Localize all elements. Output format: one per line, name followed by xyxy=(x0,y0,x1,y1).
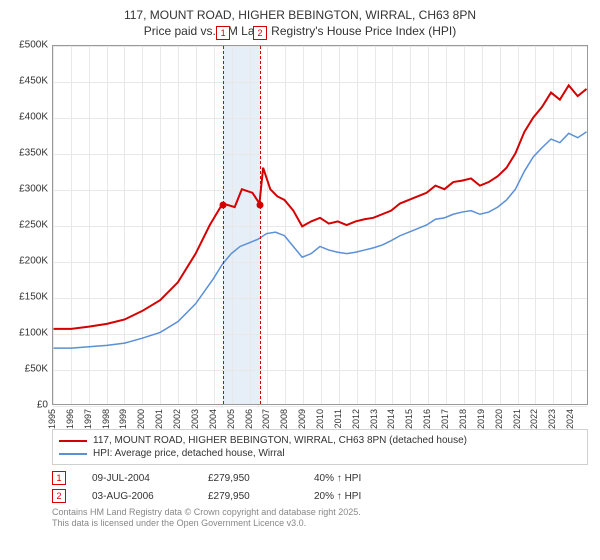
legend-label: 117, MOUNT ROAD, HIGHER BEBINGTON, WIRRA… xyxy=(93,435,467,446)
chart-container: 117, MOUNT ROAD, HIGHER BEBINGTON, WIRRA… xyxy=(0,0,600,560)
sale-price: £279,950 xyxy=(208,491,288,502)
x-tick-label: 2000 xyxy=(136,409,146,429)
y-tick-label: £400K xyxy=(19,112,48,123)
sale-marker-dot xyxy=(220,201,227,208)
sale-row-marker: 2 xyxy=(52,489,66,503)
y-tick-label: £100K xyxy=(19,328,48,339)
y-tick-label: £450K xyxy=(19,76,48,87)
x-tick-label: 2003 xyxy=(190,409,200,429)
x-tick-label: 1997 xyxy=(83,409,93,429)
series-price_paid xyxy=(53,86,586,329)
legend-box: 117, MOUNT ROAD, HIGHER BEBINGTON, WIRRA… xyxy=(52,429,588,465)
x-tick-label: 2007 xyxy=(261,409,271,429)
legend-label: HPI: Average price, detached house, Wirr… xyxy=(93,448,285,459)
x-tick-label: 2002 xyxy=(172,409,182,429)
x-tick-label: 2005 xyxy=(226,409,236,429)
sale-marker-line xyxy=(260,46,261,404)
legend-swatch xyxy=(59,453,87,455)
y-axis-labels: £0£50K£100K£150K£200K£250K£300K£350K£400… xyxy=(12,45,52,405)
x-tick-label: 2006 xyxy=(244,409,254,429)
y-tick-label: £200K xyxy=(19,256,48,267)
x-axis-labels: 1995199619971998199920002001200220032004… xyxy=(52,407,588,425)
x-tick-label: 2008 xyxy=(279,409,289,429)
sales-table: 1 09-JUL-2004 £279,950 40% ↑ HPI 2 03-AUG-200… xyxy=(52,469,588,505)
x-tick-label: 2011 xyxy=(333,409,343,428)
legend-row: 117, MOUNT ROAD, HIGHER BEBINGTON, WIRRA… xyxy=(59,434,581,447)
legend-swatch xyxy=(59,440,87,442)
x-tick-label: 2017 xyxy=(440,409,450,429)
title-block: 117, MOUNT ROAD, HIGHER BEBINGTON, WIRRA… xyxy=(12,8,588,39)
y-tick-label: £250K xyxy=(19,220,48,231)
y-tick-label: £350K xyxy=(19,148,48,159)
sale-price: £279,950 xyxy=(208,473,288,484)
footer-line-2: This data is licensed under the Open Gov… xyxy=(52,518,588,529)
line-series-svg xyxy=(53,46,587,404)
x-tick-label: 2023 xyxy=(547,409,557,429)
x-tick-label: 2024 xyxy=(565,409,575,429)
x-tick-label: 2009 xyxy=(297,409,307,429)
x-tick-label: 2020 xyxy=(494,409,504,429)
x-tick-label: 2010 xyxy=(315,409,325,429)
x-tick-label: 2022 xyxy=(529,409,539,429)
sale-date: 09-JUL-2004 xyxy=(92,473,182,484)
sale-hpi: 40% ↑ HPI xyxy=(314,473,404,484)
x-tick-label: 1999 xyxy=(118,409,128,429)
x-tick-label: 2014 xyxy=(386,409,396,429)
y-tick-label: £150K xyxy=(19,292,48,303)
sale-marker-line xyxy=(223,46,224,404)
x-tick-label: 2016 xyxy=(422,409,432,429)
title-line-2: Price paid vs. HM Land Registry's House … xyxy=(12,24,588,40)
x-tick-label: 2001 xyxy=(154,409,164,429)
sale-marker-dot xyxy=(257,201,264,208)
legend-row: HPI: Average price, detached house, Wirr… xyxy=(59,447,581,460)
footer-line-1: Contains HM Land Registry data © Crown c… xyxy=(52,507,588,518)
sale-row-marker: 1 xyxy=(52,471,66,485)
sale-marker-box: 2 xyxy=(253,26,267,40)
x-tick-label: 1996 xyxy=(65,409,75,429)
sale-row: 2 03-AUG-2006 £279,950 20% ↑ HPI xyxy=(52,487,588,505)
y-tick-label: £50K xyxy=(25,364,48,375)
sale-marker-box: 1 xyxy=(216,26,230,40)
x-tick-label: 1998 xyxy=(101,409,111,429)
title-line-1: 117, MOUNT ROAD, HIGHER BEBINGTON, WIRRA… xyxy=(12,8,588,24)
chart-area: £0£50K£100K£150K£200K£250K£300K£350K£400… xyxy=(12,45,588,425)
x-tick-label: 1995 xyxy=(47,409,57,429)
sale-row: 1 09-JUL-2004 £279,950 40% ↑ HPI xyxy=(52,469,588,487)
x-tick-label: 2018 xyxy=(458,409,468,429)
y-tick-label: £300K xyxy=(19,184,48,195)
sale-date: 03-AUG-2006 xyxy=(92,491,182,502)
x-tick-label: 2012 xyxy=(351,409,361,429)
plot-region: 12 xyxy=(52,45,588,405)
sale-hpi: 20% ↑ HPI xyxy=(314,491,404,502)
y-tick-label: £500K xyxy=(19,40,48,51)
footer: Contains HM Land Registry data © Crown c… xyxy=(52,507,588,529)
x-tick-label: 2019 xyxy=(476,409,486,429)
x-tick-label: 2013 xyxy=(369,409,379,429)
x-tick-label: 2021 xyxy=(512,409,522,429)
x-tick-label: 2015 xyxy=(404,409,414,429)
x-tick-label: 2004 xyxy=(208,409,218,429)
